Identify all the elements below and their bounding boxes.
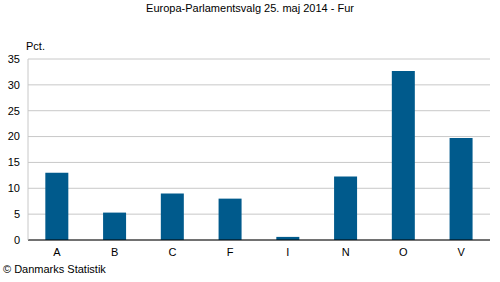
svg-text:A: A (53, 246, 61, 258)
svg-text:25: 25 (8, 105, 20, 117)
svg-text:10: 10 (8, 182, 20, 194)
svg-text:20: 20 (8, 130, 20, 142)
svg-text:C: C (168, 246, 176, 258)
svg-text:V: V (457, 246, 465, 258)
svg-text:N: N (342, 246, 350, 258)
svg-text:0: 0 (14, 234, 20, 246)
svg-text:30: 30 (8, 79, 20, 91)
svg-text:15: 15 (8, 156, 20, 168)
html-text:© Danmarks Statistik: © Danmarks Statistik (3, 263, 106, 275)
html-text:Pct.: Pct. (26, 40, 45, 52)
svg-text:O: O (399, 246, 408, 258)
svg-text:5: 5 (14, 208, 20, 220)
svg-text:F: F (227, 246, 234, 258)
svg-text:35: 35 (8, 53, 20, 65)
svg-text:B: B (111, 246, 118, 258)
svg-text:I: I (286, 246, 289, 258)
html-text:Europa-Parlamentsvalg 25. maj: Europa-Parlamentsvalg 25. maj 2014 - Fur (146, 2, 354, 14)
